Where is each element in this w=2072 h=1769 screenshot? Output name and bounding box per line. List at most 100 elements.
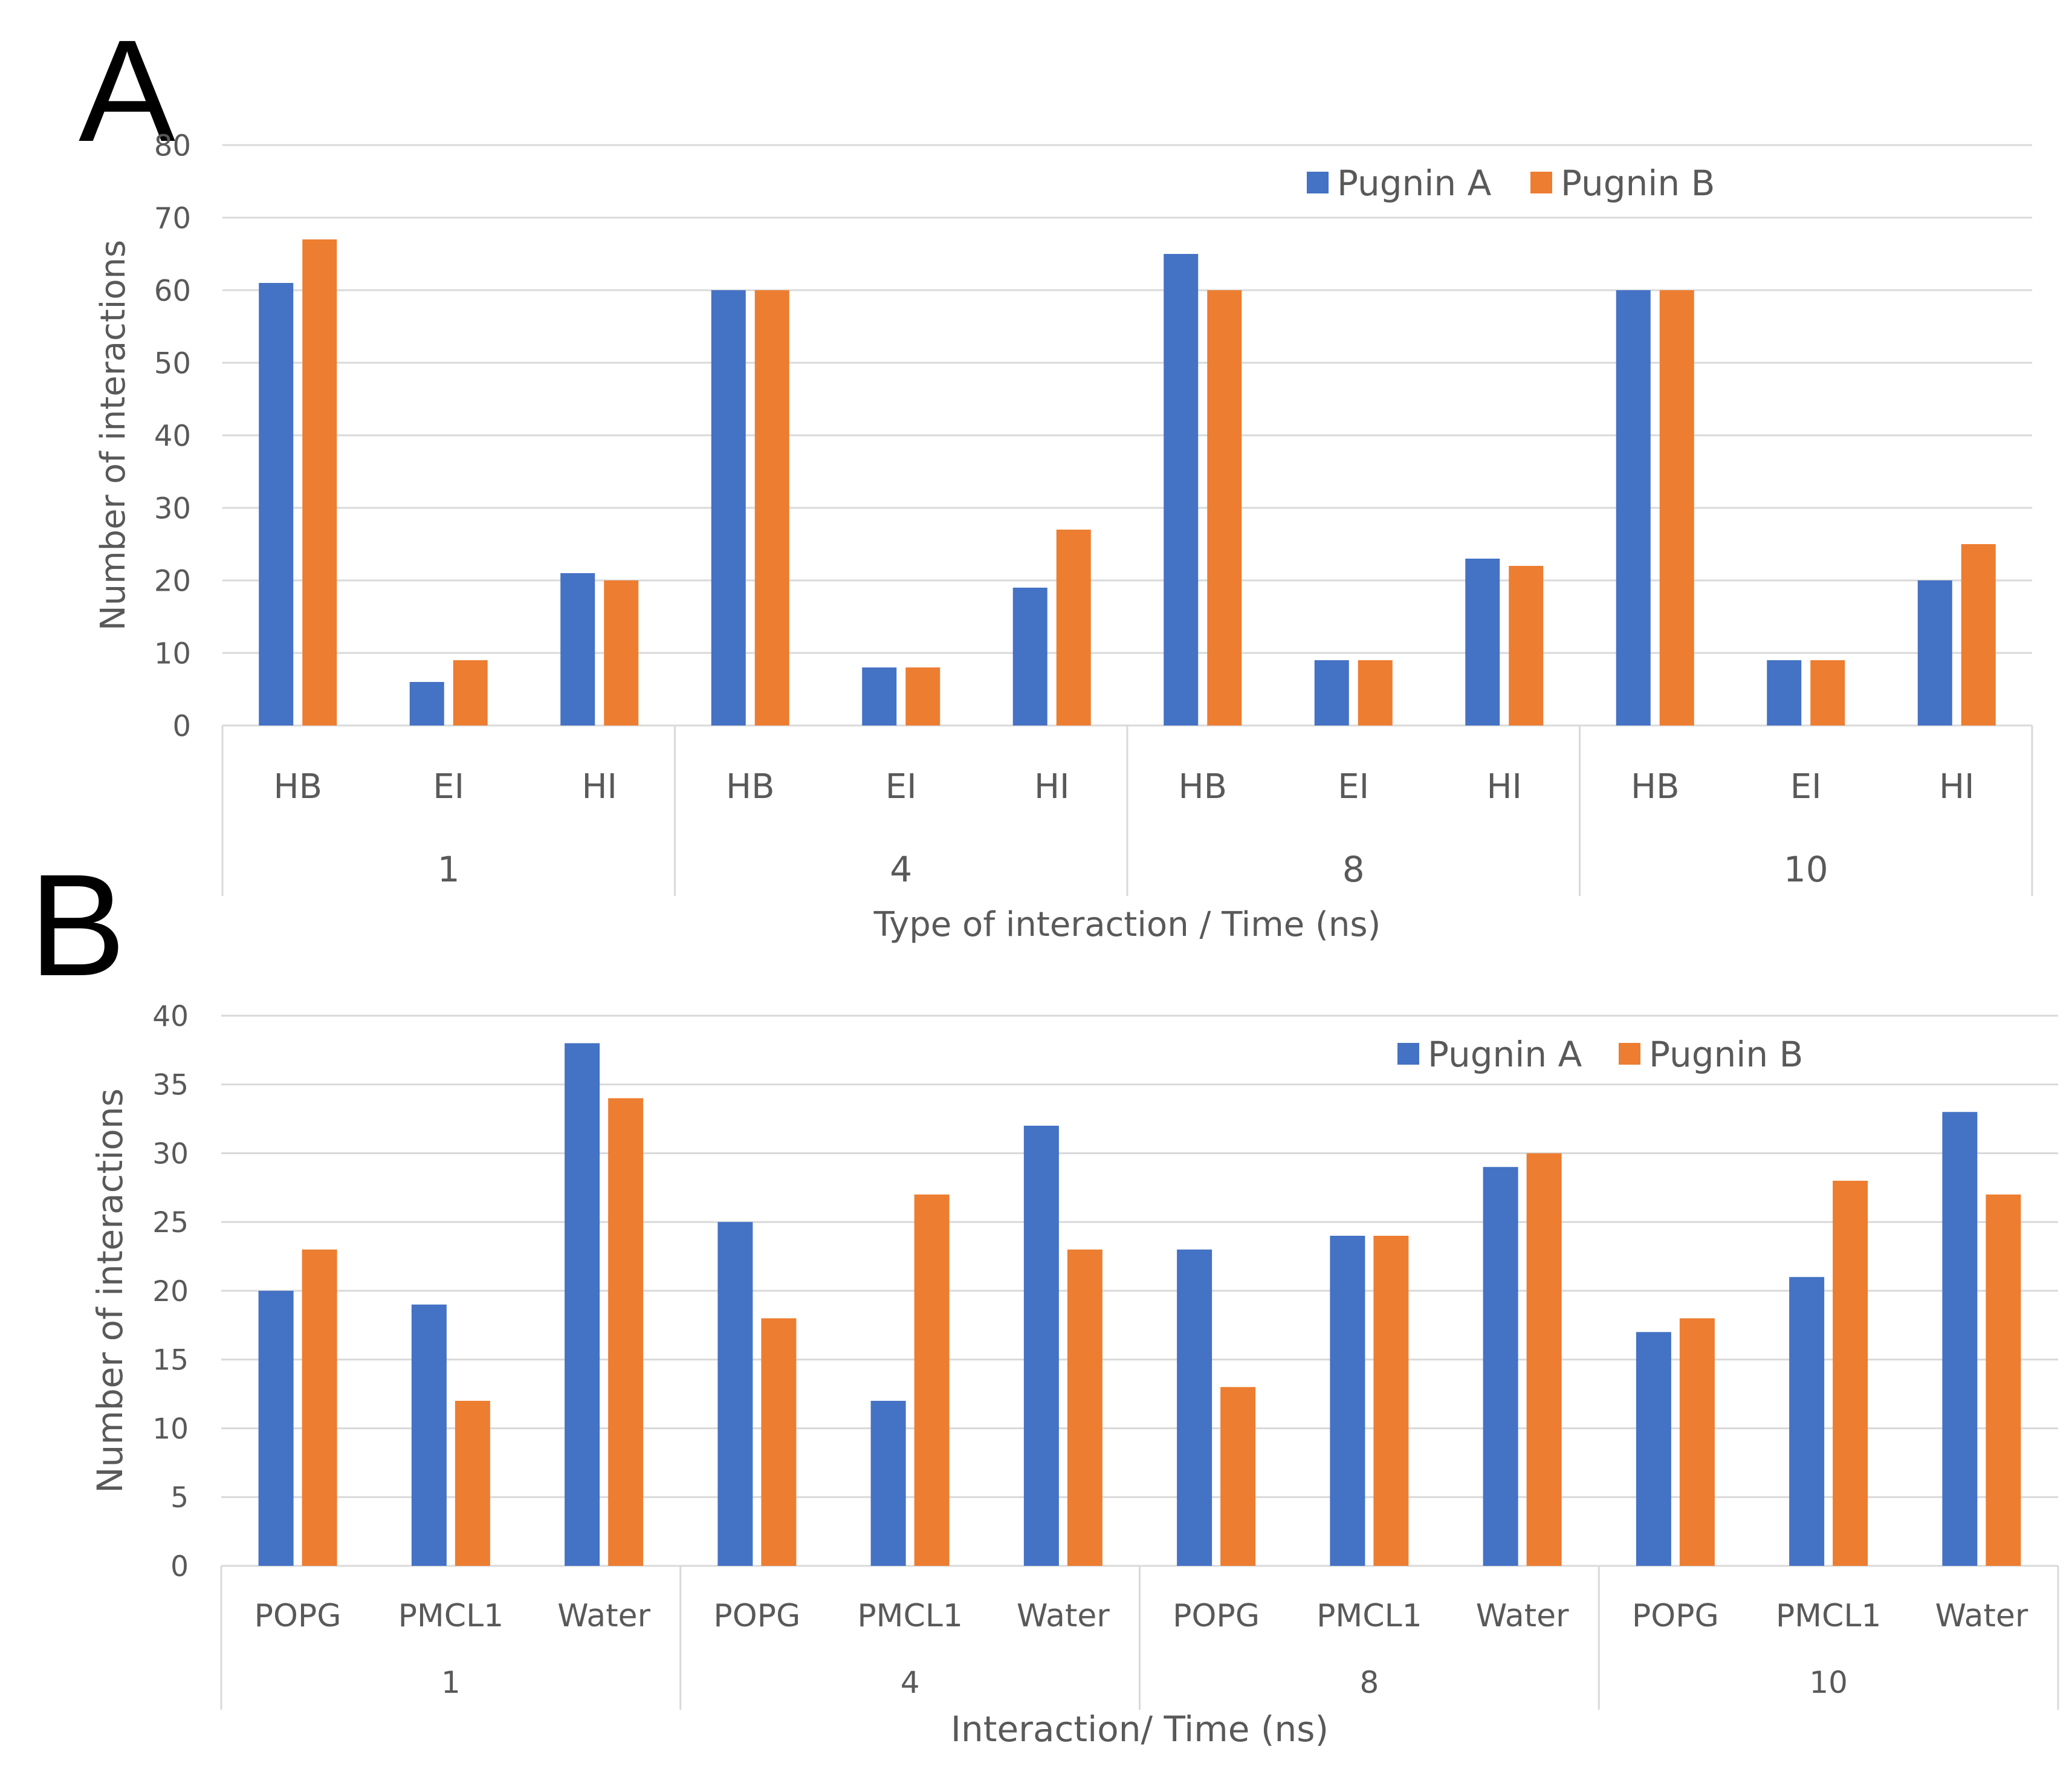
- category-label: HI: [581, 767, 617, 807]
- bar-pugnin-b: [905, 667, 940, 725]
- category-label: HB: [726, 767, 775, 807]
- y-tick-label: 70: [154, 201, 191, 235]
- bar-pugnin-a: [1177, 1249, 1212, 1566]
- bar-pugnin-a: [1164, 254, 1199, 725]
- category-label: POPG: [1173, 1598, 1260, 1634]
- bar-pugnin-b: [1220, 1387, 1256, 1566]
- category-label: PMCL1: [1776, 1598, 1882, 1634]
- y-tick-label: 30: [152, 1137, 189, 1170]
- bar-pugnin-b: [1659, 290, 1694, 725]
- bar-pugnin-b: [1373, 1236, 1409, 1566]
- bar-pugnin-a: [259, 283, 294, 725]
- category-label: Water: [1017, 1598, 1110, 1634]
- bar-pugnin-b: [1526, 1153, 1562, 1566]
- y-tick-label: 0: [172, 709, 191, 743]
- category-label: POPG: [713, 1598, 800, 1634]
- category-label: HI: [1486, 767, 1522, 807]
- bar-pugnin-b: [1207, 290, 1242, 725]
- panel-label-b: B: [29, 844, 126, 1006]
- y-tick-label: 30: [154, 492, 191, 525]
- bar-pugnin-a: [560, 573, 595, 725]
- category-label: EI: [1338, 767, 1369, 807]
- bar-pugnin-b: [1067, 1249, 1102, 1566]
- bar-pugnin-b: [453, 660, 488, 725]
- legend-swatch: [1619, 1043, 1640, 1065]
- legend-label: Pugnin B: [1561, 163, 1715, 204]
- bar-pugnin-a: [1330, 1236, 1365, 1566]
- legend-label: Pugnin A: [1337, 163, 1492, 204]
- bar-pugnin-b: [302, 239, 337, 725]
- category-label: PMCL1: [398, 1598, 504, 1634]
- category-label: HI: [1939, 767, 1975, 807]
- y-tick-label: 35: [152, 1069, 189, 1102]
- group-label: 8: [1359, 1665, 1379, 1700]
- chart-a: 0 10 20 30 40 50 60 70 80 HB EI HI HB EI HI HB EI HI HB EI H…: [94, 129, 2033, 944]
- chart-b: 0 5 10 15 20 25 30 35 40 POPG PMCL1 Water POPG PMCL1 W…: [89, 1000, 2059, 1750]
- category-label: POPG: [254, 1598, 342, 1634]
- bar-pugnin-a: [711, 290, 746, 725]
- y-tick-label: 10: [152, 1412, 189, 1446]
- bar-pugnin-b: [604, 580, 639, 725]
- y-tick-label: 0: [170, 1550, 189, 1583]
- bar-pugnin-b: [608, 1098, 644, 1566]
- bar-pugnin-b: [1810, 660, 1845, 725]
- group-label: 4: [890, 849, 912, 890]
- y-tick-label: 80: [154, 129, 191, 163]
- bar-pugnin-b: [455, 1401, 490, 1566]
- category-label: HB: [1178, 767, 1227, 807]
- y-tick-label: 10: [154, 637, 191, 670]
- group-label: 10: [1784, 849, 1828, 890]
- category-label: Water: [1476, 1598, 1569, 1634]
- legend-label: Pugnin B: [1649, 1034, 1803, 1075]
- bar-pugnin-a: [411, 1304, 447, 1566]
- panel-label-a: A: [79, 10, 176, 172]
- legend-label: Pugnin A: [1428, 1034, 1582, 1075]
- bar-pugnin-a: [717, 1222, 753, 1566]
- bar-pugnin-a: [1942, 1112, 1978, 1566]
- category-label: HB: [273, 767, 322, 807]
- bar-pugnin-a: [1483, 1167, 1518, 1566]
- y-tick-label: 20: [154, 564, 191, 598]
- y-tick-label: 40: [154, 419, 191, 453]
- category-label: PMCL1: [1316, 1598, 1422, 1634]
- y-axis-title: Number of interactions: [94, 240, 133, 631]
- bar-pugnin-b: [914, 1194, 950, 1566]
- category-label: EI: [885, 767, 917, 807]
- bar-pugnin-b: [1833, 1181, 1868, 1566]
- bar-pugnin-b: [1961, 544, 1996, 725]
- bar-pugnin-b: [1056, 530, 1091, 725]
- bar-pugnin-b: [761, 1318, 797, 1566]
- bar-pugnin-b: [302, 1249, 337, 1566]
- y-axis-title: Number of interactions: [89, 1088, 131, 1493]
- y-tick-label: 15: [152, 1344, 189, 1377]
- group-label: 1: [441, 1665, 461, 1700]
- bar-pugnin-a: [1023, 1126, 1059, 1566]
- y-tick-label: 50: [154, 346, 191, 380]
- bar-pugnin-b: [1986, 1194, 2021, 1566]
- bar-pugnin-a: [1917, 580, 1952, 725]
- bar-pugnin-a: [1465, 559, 1500, 725]
- category-label: PMCL1: [857, 1598, 963, 1634]
- category-label: HB: [1631, 767, 1680, 807]
- bar-pugnin-a: [870, 1401, 906, 1566]
- bar-pugnin-a: [1012, 588, 1047, 725]
- category-label: Water: [557, 1598, 650, 1634]
- legend-swatch: [1530, 172, 1552, 193]
- x-axis-title: Interaction/ Time (ns): [951, 1709, 1329, 1750]
- group-label: 8: [1342, 849, 1365, 890]
- y-tick-label: 20: [152, 1275, 189, 1308]
- bar-pugnin-a: [409, 682, 444, 725]
- y-tick-label: 5: [170, 1481, 189, 1514]
- bar-pugnin-b: [754, 290, 789, 725]
- bar-pugnin-a: [1767, 660, 1802, 725]
- category-label: POPG: [1632, 1598, 1719, 1634]
- legend-swatch: [1397, 1043, 1419, 1065]
- bar-pugnin-a: [862, 667, 897, 725]
- category-label: Water: [1935, 1598, 2028, 1634]
- y-tick-label: 60: [154, 274, 191, 308]
- group-label: 1: [438, 849, 460, 890]
- bar-pugnin-a: [258, 1291, 294, 1566]
- bar-pugnin-b: [1509, 566, 1544, 725]
- bar-pugnin-a: [1636, 1332, 1671, 1566]
- bar-pugnin-b: [1358, 660, 1393, 725]
